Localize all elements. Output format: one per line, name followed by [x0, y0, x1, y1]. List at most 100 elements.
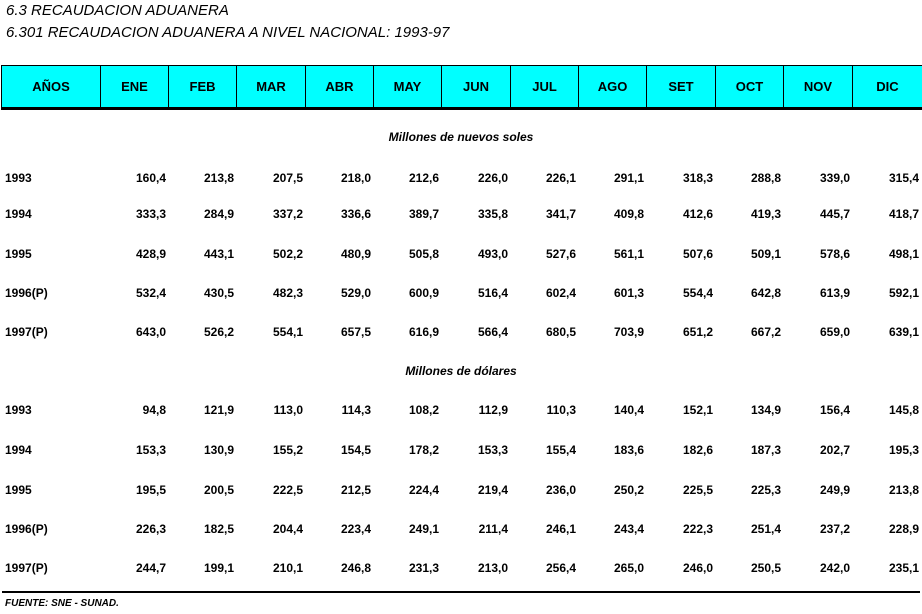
value-cell-jul: 680,5 [545, 325, 576, 339]
value-cell-mar: 502,2 [272, 247, 303, 261]
value-cell-ene: 333,3 [135, 207, 166, 221]
value-cell-ene: 160,4 [135, 171, 166, 185]
value-cell-may: 616,9 [408, 325, 439, 339]
value-cell-dic: 592,1 [888, 286, 919, 300]
source-note: FUENTE: SNE - SUNAD. [5, 598, 119, 609]
value-cell-dic: 228,9 [888, 522, 919, 536]
value-cell-abr: 154,5 [340, 443, 371, 457]
table-row: 1993 94,8 121,9 113,0 114,3 108,2 112,9 110,3 14… [0, 403, 922, 419]
value-cell-dic: 315,4 [888, 171, 919, 185]
value-cell-abr: 223,4 [340, 522, 371, 536]
value-cell-oct: 187,3 [750, 443, 781, 457]
value-cell-mar: 554,1 [272, 325, 303, 339]
value-cell-nov: 249,9 [819, 483, 850, 497]
value-cell-ago: 601,3 [613, 286, 644, 300]
value-cell-ago: 243,4 [613, 522, 644, 536]
column-header-años: AÑOS [2, 66, 101, 107]
value-cell-may: 178,2 [408, 443, 439, 457]
value-cell-abr: 212,5 [340, 483, 371, 497]
year-cell: 1996(P) [5, 286, 48, 300]
value-cell-abr: 657,5 [340, 325, 371, 339]
column-header-mar: MAR [237, 66, 306, 107]
value-cell-feb: 284,9 [203, 207, 234, 221]
value-cell-may: 600,9 [408, 286, 439, 300]
table-header: AÑOS ENE FEB MAR ABR MAY JUN JUL AGO SET OCT NOV DIC [1, 65, 922, 110]
value-cell-nov: 237,2 [819, 522, 850, 536]
value-cell-feb: 443,1 [203, 247, 234, 261]
value-cell-feb: 200,5 [203, 483, 234, 497]
value-cell-ene: 94,8 [142, 403, 166, 417]
value-cell-mar: 210,1 [272, 561, 303, 575]
value-cell-jul: 256,4 [545, 561, 576, 575]
value-cell-oct: 667,2 [750, 325, 781, 339]
value-cell-feb: 121,9 [203, 403, 234, 417]
value-cell-nov: 445,7 [819, 207, 850, 221]
value-cell-may: 108,2 [408, 403, 439, 417]
year-cell: 1995 [5, 247, 32, 261]
unit-label: Millones de nuevos soles [388, 130, 534, 144]
value-cell-jul: 236,0 [545, 483, 576, 497]
value-cell-set: 182,6 [682, 443, 713, 457]
value-cell-ago: 140,4 [613, 403, 644, 417]
value-cell-jul: 602,4 [545, 286, 576, 300]
value-cell-oct: 509,1 [750, 247, 781, 261]
value-cell-may: 231,3 [408, 561, 439, 575]
bottom-rule [2, 591, 920, 593]
column-header-ene: ENE [101, 66, 169, 107]
value-cell-abr: 246,8 [340, 561, 371, 575]
year-cell: 1995 [5, 483, 32, 497]
year-cell: 1994 [5, 207, 32, 221]
value-cell-nov: 156,4 [819, 403, 850, 417]
value-cell-jun: 219,4 [477, 483, 508, 497]
value-cell-ago: 183,6 [613, 443, 644, 457]
unit-label: Millones de dólares [405, 364, 517, 378]
column-header-set: SET [647, 66, 716, 107]
value-cell-jun: 566,4 [477, 325, 508, 339]
table-row: 1994 153,3 130,9 155,2 154,5 178,2 153,3 155,4 1… [0, 443, 922, 459]
year-cell: 1993 [5, 403, 32, 417]
value-cell-oct: 419,3 [750, 207, 781, 221]
value-cell-jul: 226,1 [545, 171, 576, 185]
column-header-jul: JUL [511, 66, 579, 107]
value-cell-jun: 226,0 [477, 171, 508, 185]
table-row: 1996(P) 226,3 182,5 204,4 223,4 249,1 211,4 246… [0, 522, 922, 538]
value-cell-feb: 526,2 [203, 325, 234, 339]
value-cell-dic: 498,1 [888, 247, 919, 261]
value-cell-ene: 428,9 [135, 247, 166, 261]
value-cell-oct: 288,8 [750, 171, 781, 185]
value-cell-set: 246,0 [682, 561, 713, 575]
column-header-dic: DIC [876, 79, 899, 94]
value-cell-mar: 222,5 [272, 483, 303, 497]
table-row: 1997(P) 643,0 526,2 554,1 657,5 616,9 566,4 680… [0, 325, 922, 341]
value-cell-set: 412,6 [682, 207, 713, 221]
column-header-abr: ABR [306, 66, 374, 107]
value-cell-dic: 235,1 [888, 561, 919, 575]
value-cell-ene: 195,5 [135, 483, 166, 497]
value-cell-nov: 613,9 [819, 286, 850, 300]
table-title: 6.301 RECAUDACION ADUANERA A NIVEL NACIO… [6, 24, 450, 41]
value-cell-nov: 659,0 [819, 325, 850, 339]
column-header-nov: NOV [784, 66, 853, 107]
value-cell-set: 225,5 [682, 483, 713, 497]
value-cell-jun: 335,8 [477, 207, 508, 221]
value-cell-abr: 114,3 [341, 403, 371, 417]
value-cell-oct: 250,5 [750, 561, 781, 575]
value-cell-ene: 643,0 [135, 325, 166, 339]
value-cell-may: 224,4 [408, 483, 439, 497]
year-cell: 1997(P) [5, 325, 48, 339]
value-cell-mar: 155,2 [272, 443, 303, 457]
column-header-jun: JUN [442, 66, 511, 107]
table-row: 1995 428,9 443,1 502,2 480,9 505,8 493,0 527,6 5… [0, 247, 922, 263]
year-cell: 1997(P) [5, 561, 48, 575]
value-cell-jul: 246,1 [545, 522, 576, 536]
column-header-feb: FEB [169, 66, 237, 107]
year-cell: 1994 [5, 443, 32, 457]
table-row: 1993 160,4 213,8 207,5 218,0 212,6 226,0 226,1 2… [0, 171, 922, 187]
value-cell-set: 318,3 [682, 171, 713, 185]
value-cell-oct: 225,3 [750, 483, 781, 497]
value-cell-jun: 112,9 [478, 403, 508, 417]
value-cell-jun: 213,0 [477, 561, 508, 575]
value-cell-mar: 204,4 [272, 522, 303, 536]
table-row: 1995 195,5 200,5 222,5 212,5 224,4 219,4 236,0 2… [0, 483, 922, 499]
value-cell-jun: 516,4 [477, 286, 508, 300]
